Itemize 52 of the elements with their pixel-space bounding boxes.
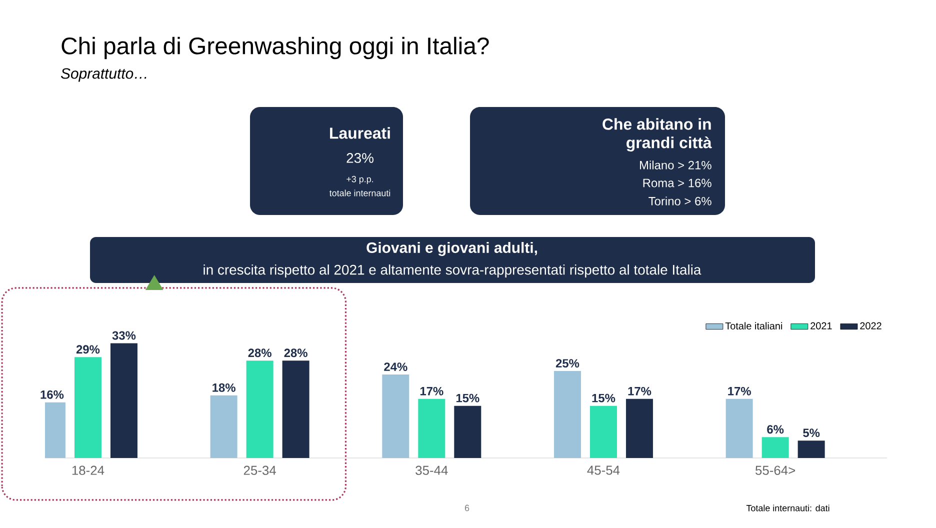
text: Torino > 6% <box>648 196 712 206</box>
chart-subtitle: Soprattutto… <box>60 68 146 82</box>
bar <box>554 371 581 458</box>
text: Laureati <box>330 127 390 139</box>
bar <box>110 343 138 458</box>
legend-label: 2021 <box>810 322 832 330</box>
text: Giovani e giovani adulti, <box>366 242 537 256</box>
bar <box>798 440 825 458</box>
data-label: 18% <box>212 383 236 392</box>
bar <box>246 360 274 458</box>
x-tick-label: 18-24 <box>72 466 104 475</box>
text: grandi città <box>626 136 712 152</box>
data-label: 15% <box>456 394 480 402</box>
bar <box>726 398 753 458</box>
bar <box>626 398 653 458</box>
bar <box>74 357 102 458</box>
text: in crescita rispetto al 2021 e altamente sovra-rappresentati rispetto al totale Italia <box>204 264 702 278</box>
bar <box>382 374 410 458</box>
text: 23% <box>346 153 374 163</box>
text: Milano > 21% <box>640 160 712 170</box>
data-label: 6% <box>767 425 784 434</box>
text: +3 p.p. <box>346 176 374 184</box>
text: Totale internauti: dati <box>746 504 830 512</box>
x-tick-label: 25-34 <box>244 466 276 475</box>
text: Che abitano in <box>602 118 711 130</box>
data-label: 28% <box>248 348 272 358</box>
data-label: 16% <box>40 390 64 399</box>
text: 6 <box>464 504 470 512</box>
legend-label: Totale italiani <box>725 322 782 330</box>
bar <box>454 406 482 458</box>
data-label: 17% <box>728 386 751 396</box>
chart-title: Chi parla di Greenwashing oggi in Italia? <box>62 36 489 60</box>
x-tick-label: 35-44 <box>416 466 448 475</box>
text: totale internauti <box>329 190 390 196</box>
data-label: 15% <box>592 394 616 402</box>
legend-label: 2022 <box>860 322 882 330</box>
data-label: 28% <box>284 348 308 358</box>
bar <box>590 406 617 458</box>
data-label: 5% <box>803 428 820 438</box>
text: Roma > 16% <box>643 178 712 188</box>
bar <box>762 437 789 458</box>
data-label: 33% <box>112 331 136 340</box>
x-tick-label: 45-54 <box>587 466 620 475</box>
data-label: 29% <box>76 345 100 354</box>
data-label: 25% <box>556 359 580 368</box>
data-label: 17% <box>420 386 444 396</box>
data-label: 24% <box>384 362 408 372</box>
bar <box>210 395 238 458</box>
x-tick-label: 55-64> <box>755 466 796 475</box>
bar <box>282 360 310 458</box>
data-label: 17% <box>628 386 652 396</box>
bar <box>418 398 446 458</box>
